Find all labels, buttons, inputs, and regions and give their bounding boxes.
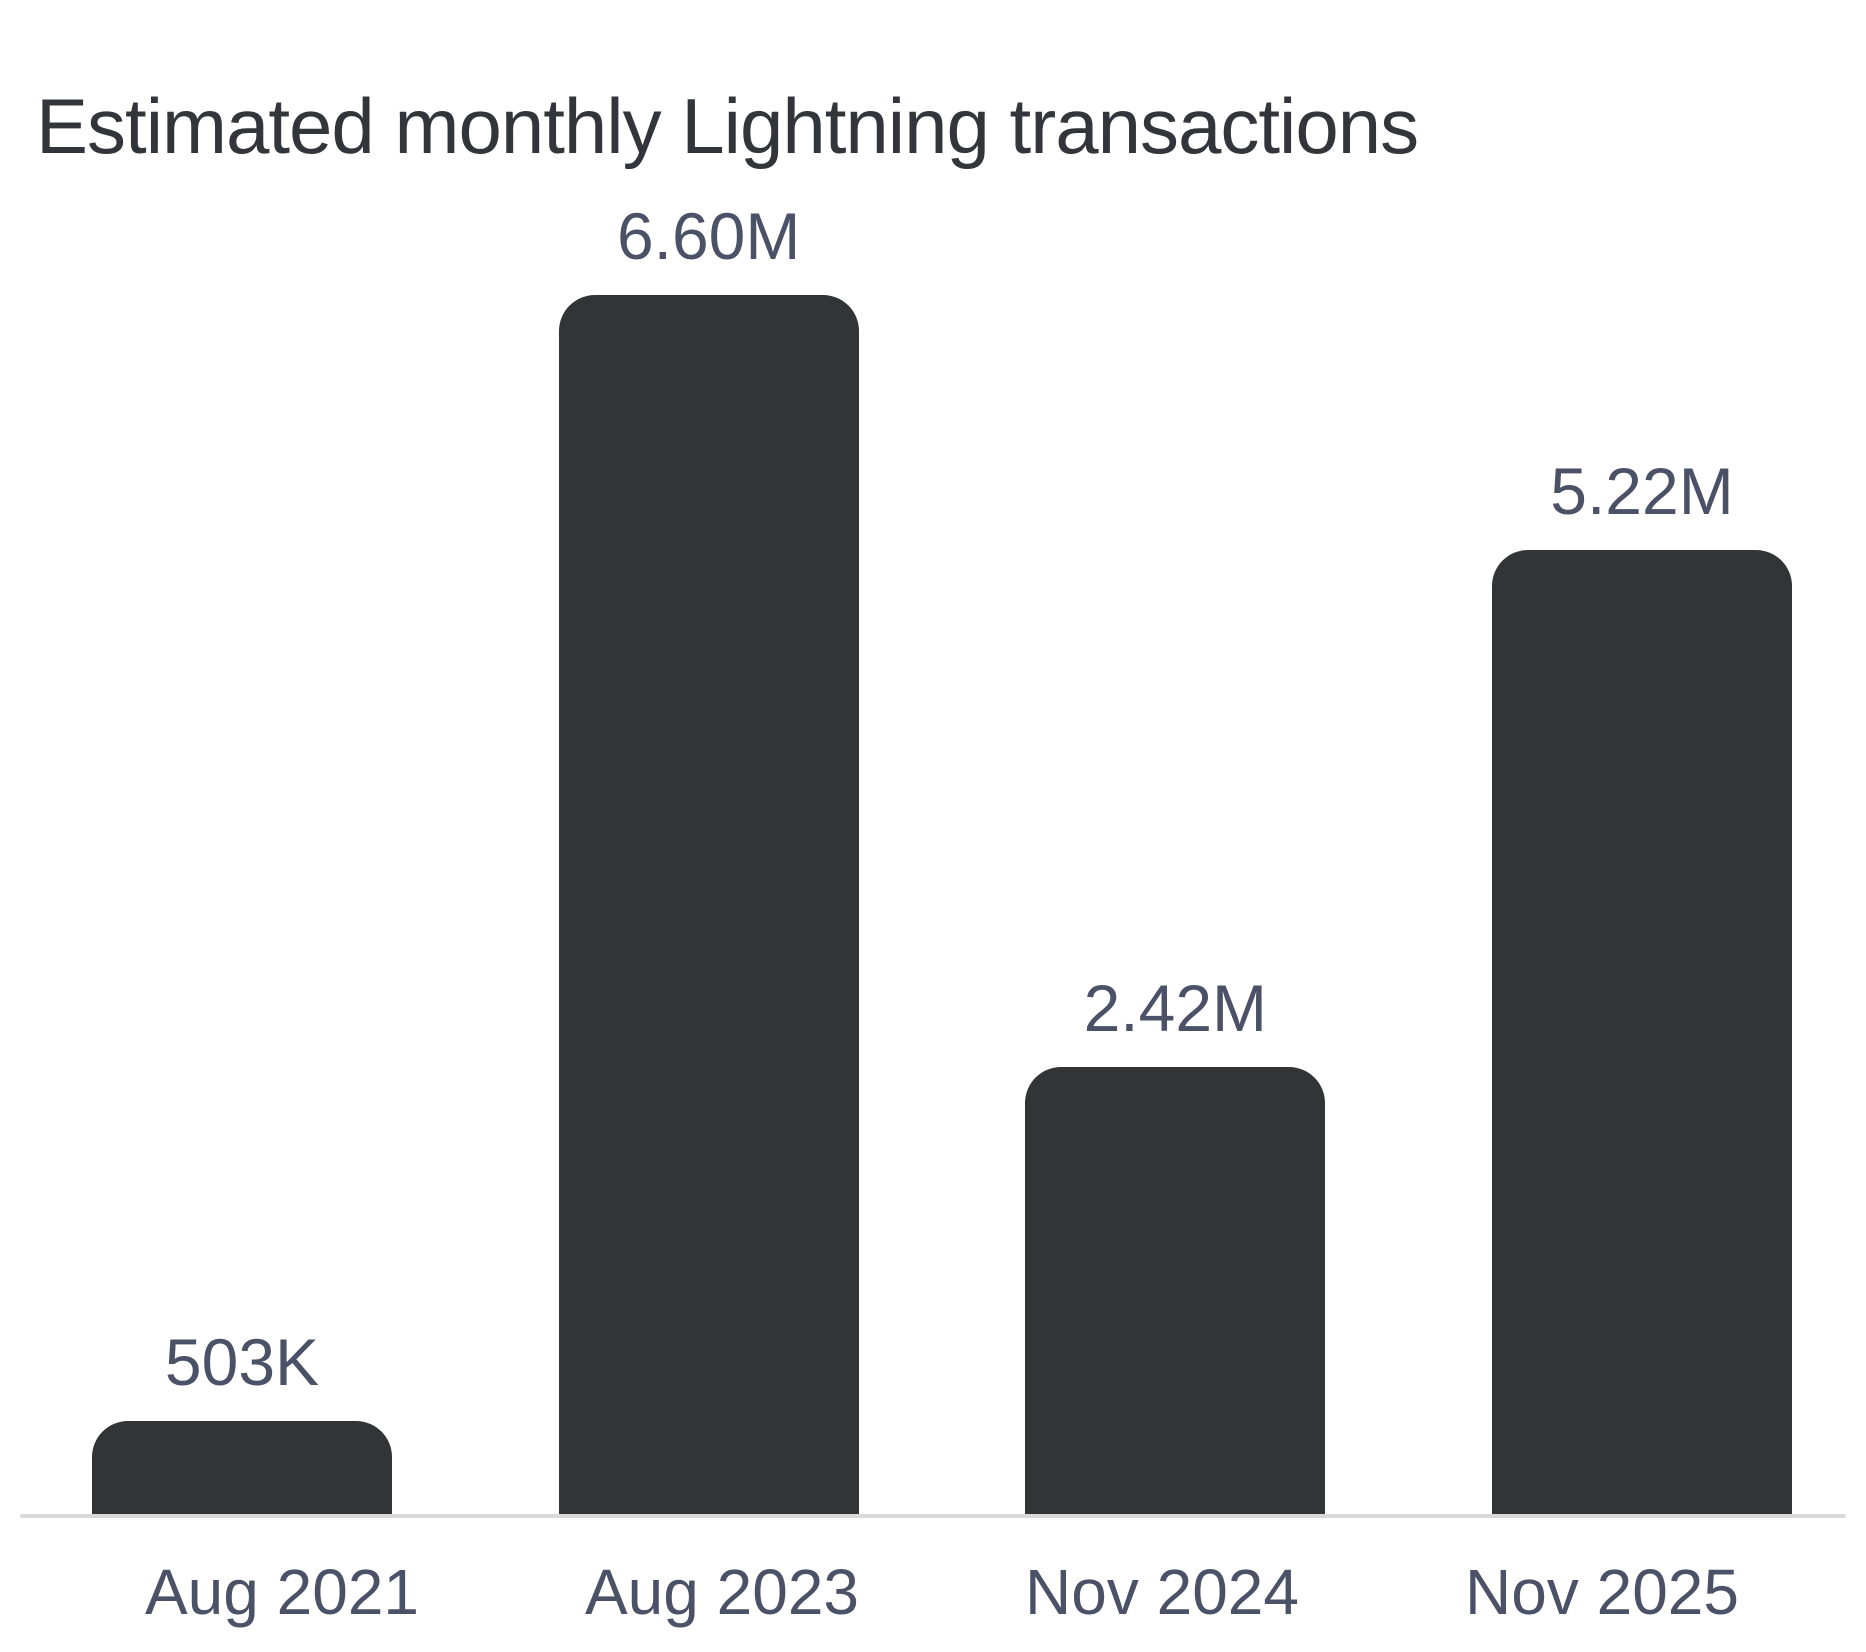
bar-nov-2024 — [1025, 1067, 1326, 1514]
bar-aug-2021 — [92, 1421, 392, 1514]
x-axis-labels: Aug 2021 Aug 2023 Nov 2024 Nov 2025 — [92, 1556, 1792, 1630]
bar-group-aug-2021: 503K — [92, 1325, 392, 1514]
x-axis-label-nov-2024: Nov 2024 — [1025, 1556, 1299, 1628]
bar-group-aug-2023: 6.60M — [558, 199, 859, 1514]
plot-area: 503K 6.60M 2.42M 5.22M — [92, 0, 1792, 1514]
bar-value-label-nov-2025: 5.22M — [1550, 454, 1734, 529]
x-axis-label-aug-2023: Aug 2023 — [584, 1556, 860, 1628]
x-axis-label-nov-2025: Nov 2025 — [1465, 1556, 1739, 1628]
chart-title: Estimated monthly Lightning transactions — [36, 82, 1419, 171]
bar-aug-2023 — [558, 295, 859, 1514]
bar-nov-2025 — [1491, 550, 1792, 1514]
bar-group-nov-2024: 2.42M — [1025, 971, 1326, 1514]
bar-group-nov-2025: 5.22M — [1491, 454, 1792, 1514]
x-axis-baseline — [20, 1514, 1846, 1518]
bar-value-label-aug-2021: 503K — [164, 1325, 320, 1400]
x-axis-label-aug-2021: Aug 2021 — [144, 1556, 420, 1628]
bar-value-label-nov-2024: 2.42M — [1083, 971, 1268, 1046]
bar-value-label-aug-2023: 6.60M — [616, 199, 801, 274]
